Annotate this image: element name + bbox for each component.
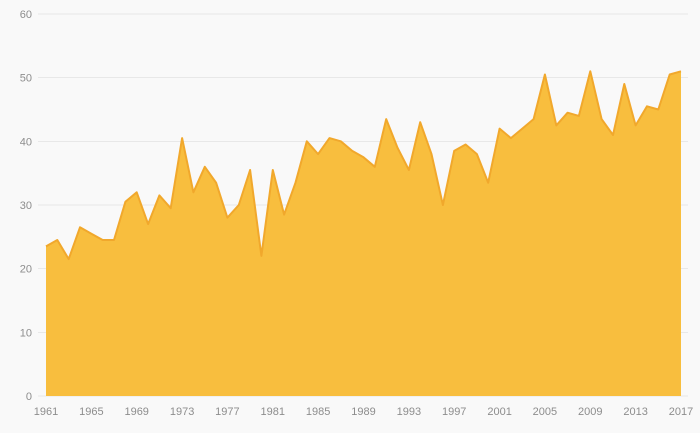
x-axis-label: 1985	[306, 406, 330, 418]
x-axis-label: 2013	[623, 406, 647, 418]
x-axis-label: 2009	[578, 406, 602, 418]
x-axis-label: 2001	[487, 406, 511, 418]
area-series	[46, 71, 681, 397]
x-axis-label: 1989	[351, 406, 375, 418]
x-axis-label: 2005	[533, 406, 557, 418]
y-axis-label: 60	[20, 9, 32, 21]
x-axis-label: 1961	[34, 406, 58, 418]
x-axis-label: 1997	[442, 406, 466, 418]
x-axis-label: 2017	[669, 406, 693, 418]
y-axis-label: 50	[20, 73, 32, 85]
x-axis-label: 1965	[79, 406, 103, 418]
x-axis-label: 1993	[397, 406, 421, 418]
x-axis-label: 1969	[124, 406, 148, 418]
y-axis-label: 20	[20, 264, 32, 276]
y-axis-label: 0	[26, 391, 32, 403]
series-line	[45, 70, 682, 261]
x-axis-label: 1973	[170, 406, 194, 418]
y-axis-label: 10	[20, 327, 32, 339]
x-axis-label: 1977	[215, 406, 239, 418]
x-axis-label: 1981	[261, 406, 285, 418]
y-axis-label: 40	[20, 136, 32, 148]
y-axis-label: 30	[20, 200, 32, 212]
